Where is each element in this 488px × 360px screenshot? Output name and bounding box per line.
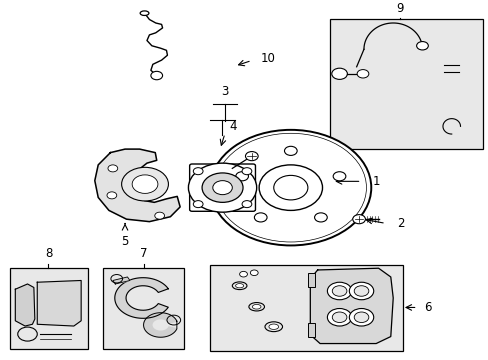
Circle shape — [210, 130, 370, 246]
Text: 3: 3 — [221, 85, 228, 98]
Circle shape — [353, 286, 368, 296]
Circle shape — [107, 192, 117, 199]
Circle shape — [331, 312, 346, 323]
Text: 4: 4 — [229, 120, 237, 133]
Circle shape — [245, 152, 258, 161]
Text: 1: 1 — [371, 175, 379, 188]
Circle shape — [250, 270, 258, 275]
Circle shape — [416, 41, 427, 50]
Text: 5: 5 — [121, 235, 128, 248]
Ellipse shape — [140, 11, 149, 15]
Circle shape — [331, 68, 346, 80]
Text: 6: 6 — [423, 301, 430, 314]
Circle shape — [108, 165, 118, 172]
Text: 8: 8 — [45, 247, 52, 260]
Circle shape — [327, 282, 351, 300]
FancyBboxPatch shape — [189, 164, 255, 211]
Circle shape — [353, 312, 368, 323]
Circle shape — [352, 215, 365, 224]
Circle shape — [193, 168, 203, 175]
Bar — [307, 274, 315, 288]
Circle shape — [239, 271, 247, 277]
Circle shape — [235, 172, 248, 181]
Circle shape — [273, 175, 307, 200]
Circle shape — [151, 71, 162, 80]
Polygon shape — [310, 268, 392, 343]
Circle shape — [314, 213, 326, 222]
Text: 7: 7 — [140, 247, 147, 260]
Bar — [103, 268, 183, 349]
Circle shape — [284, 146, 297, 156]
Circle shape — [193, 201, 203, 208]
Ellipse shape — [268, 324, 278, 329]
Text: 9: 9 — [395, 2, 403, 15]
Circle shape — [188, 163, 256, 212]
Text: 10: 10 — [260, 52, 275, 65]
Polygon shape — [113, 277, 130, 284]
Circle shape — [254, 213, 266, 222]
Text: 2: 2 — [396, 217, 403, 230]
Circle shape — [356, 69, 368, 78]
Bar — [307, 323, 315, 337]
Circle shape — [332, 172, 345, 181]
Bar — [329, 19, 483, 149]
Bar — [10, 268, 88, 349]
Polygon shape — [143, 313, 177, 337]
Polygon shape — [115, 278, 168, 318]
Circle shape — [259, 165, 322, 210]
Circle shape — [348, 282, 373, 300]
Polygon shape — [37, 280, 81, 326]
Circle shape — [327, 309, 351, 326]
Circle shape — [202, 173, 243, 202]
Circle shape — [348, 309, 373, 326]
Circle shape — [155, 212, 164, 219]
Circle shape — [122, 167, 168, 201]
Polygon shape — [95, 149, 180, 222]
Circle shape — [132, 175, 158, 193]
Circle shape — [242, 168, 251, 175]
Bar — [210, 265, 402, 351]
Circle shape — [212, 181, 232, 195]
Circle shape — [242, 201, 251, 208]
Circle shape — [331, 286, 346, 296]
Ellipse shape — [252, 305, 261, 309]
Ellipse shape — [235, 284, 243, 288]
Polygon shape — [15, 284, 35, 326]
